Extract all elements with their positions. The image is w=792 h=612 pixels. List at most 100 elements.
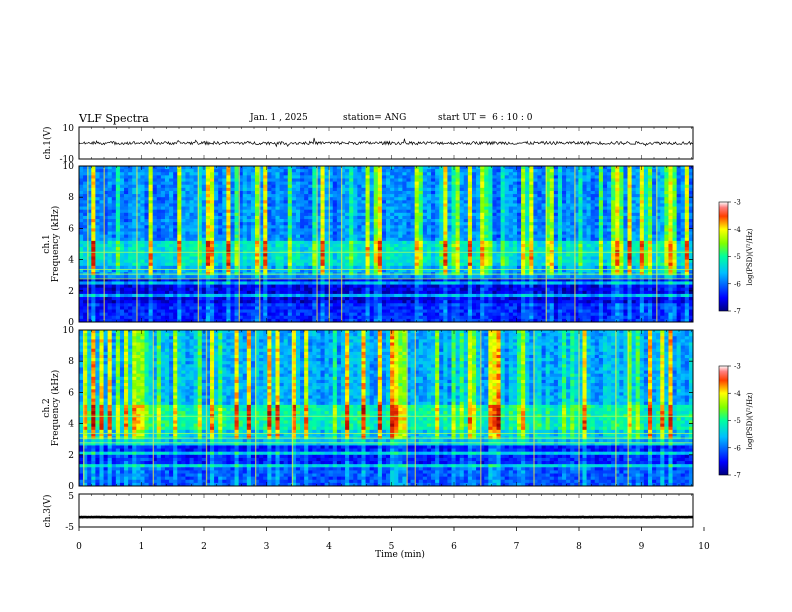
spectrogram-cell <box>340 231 346 236</box>
spectrogram-cell <box>635 253 641 257</box>
spectrogram-cell <box>521 237 526 242</box>
spectrogram-cell <box>418 228 424 232</box>
spectrogram-cell <box>353 200 358 204</box>
spectrogram-cell <box>115 256 121 260</box>
spectrogram-cell <box>275 237 280 242</box>
spectrogram-cell <box>336 212 342 217</box>
spectrogram-cell <box>234 222 240 226</box>
spectrogram-cell <box>615 237 620 242</box>
spectrogram-cell <box>381 240 387 245</box>
spectrogram-cell <box>390 222 395 226</box>
spectrogram-cell <box>533 190 538 195</box>
spectrogram-cell <box>287 262 293 267</box>
spectrogram-cell <box>471 222 477 226</box>
spectrogram-cell <box>660 181 665 186</box>
spectrogram-cell <box>173 197 178 201</box>
spectrogram-cell <box>578 256 583 260</box>
spectrogram-cell <box>516 225 522 229</box>
spectrogram-cell <box>607 206 612 211</box>
spectrogram-cell <box>197 190 203 195</box>
spectrogram-cell <box>291 175 297 179</box>
spectrogram-cell <box>578 184 583 189</box>
spectrogram-cell <box>152 228 158 232</box>
spectrogram-cell <box>435 169 440 173</box>
spectrogram-cell <box>283 206 289 211</box>
spectrogram-cell <box>512 265 518 270</box>
spectrogram-cell <box>684 212 690 217</box>
spectrogram-cell <box>156 225 162 229</box>
spectrogram-cell <box>525 222 530 226</box>
spectrogram-cell <box>611 178 616 182</box>
spectrogram-cell <box>336 178 342 182</box>
spectrogram-cell <box>570 237 575 242</box>
spectrogram-cell <box>656 256 661 260</box>
spectrogram-cell <box>304 225 309 229</box>
spectrogram-cell <box>218 190 223 195</box>
spectrogram-cell <box>103 222 109 226</box>
spectrogram-cell <box>99 222 104 226</box>
spectrogram-cell <box>275 184 280 189</box>
spectrogram-cell <box>156 262 162 267</box>
spectrogram-cell <box>263 178 268 182</box>
spectrogram-cell <box>209 215 215 220</box>
spectrogram-cell <box>328 200 334 204</box>
spectrogram-cell <box>451 175 456 179</box>
spectrogram-cell <box>471 172 477 176</box>
spectrogram-cell <box>447 256 452 260</box>
spectrogram-cell <box>537 172 542 176</box>
spectrogram-cell <box>238 200 244 204</box>
spectrogram-cell <box>619 231 624 236</box>
spectrogram-cell <box>557 234 563 239</box>
spectrogram-cell <box>684 166 690 170</box>
spectrogram-cell <box>586 178 592 182</box>
spectrogram-cell <box>369 256 375 260</box>
spectrogram-cell <box>345 209 350 214</box>
spectrogram-cell <box>557 212 563 217</box>
spectrogram-cell <box>222 184 227 189</box>
spectrogram-cell <box>238 234 244 239</box>
spectrogram-cell <box>631 215 637 220</box>
spectrogram-cell <box>594 228 600 232</box>
spectrogram-cell <box>688 190 694 195</box>
spectrogram-cell <box>189 172 195 176</box>
spectrogram-cell <box>549 209 555 214</box>
spectrogram-cell <box>152 203 158 207</box>
spectrogram-cell <box>160 244 166 248</box>
spectrogram-cell <box>160 181 166 186</box>
spectrogram-cell <box>631 181 637 186</box>
spectrogram-cell <box>521 190 526 195</box>
spectrogram-cell <box>500 206 506 211</box>
spectrogram-cell <box>279 175 285 179</box>
spectrogram-cell <box>516 172 522 176</box>
spectrogram-cell <box>271 219 276 223</box>
spectrogram-cell <box>594 178 600 182</box>
spectrogram-cell <box>459 240 465 245</box>
spectrogram-cell <box>647 237 653 242</box>
spectrogram-cell <box>144 219 149 223</box>
spectrogram-cell <box>164 206 170 211</box>
spectrogram-cell <box>193 200 199 204</box>
spectrogram-cell <box>267 262 272 267</box>
spectrogram-cell <box>103 265 109 270</box>
spectrogram-cell <box>250 256 256 260</box>
spectrogram-cell <box>357 240 362 245</box>
spectrogram-cell <box>533 231 538 236</box>
spectrogram-cell <box>283 190 289 195</box>
spectrogram-cell <box>557 194 563 198</box>
spectrogram-cell <box>476 181 481 186</box>
spectrogram-cell <box>169 212 174 217</box>
spectrogram-cell <box>164 265 170 270</box>
spectrogram-cell <box>361 253 366 257</box>
spectrogram-cell <box>177 169 182 173</box>
spectrogram-cell <box>177 212 182 217</box>
spectrogram-cell <box>349 194 354 198</box>
spectrogram-cell <box>373 237 379 242</box>
spectrogram-cell <box>156 187 162 192</box>
spectrogram-cell <box>484 265 489 270</box>
spectrogram-cell <box>512 225 518 229</box>
spectrogram-cell <box>300 166 305 170</box>
spectrogram-cell <box>115 190 121 195</box>
spectrogram-cell <box>291 187 297 192</box>
spectrogram-cell <box>594 187 600 192</box>
spectrogram-cell <box>504 200 510 204</box>
